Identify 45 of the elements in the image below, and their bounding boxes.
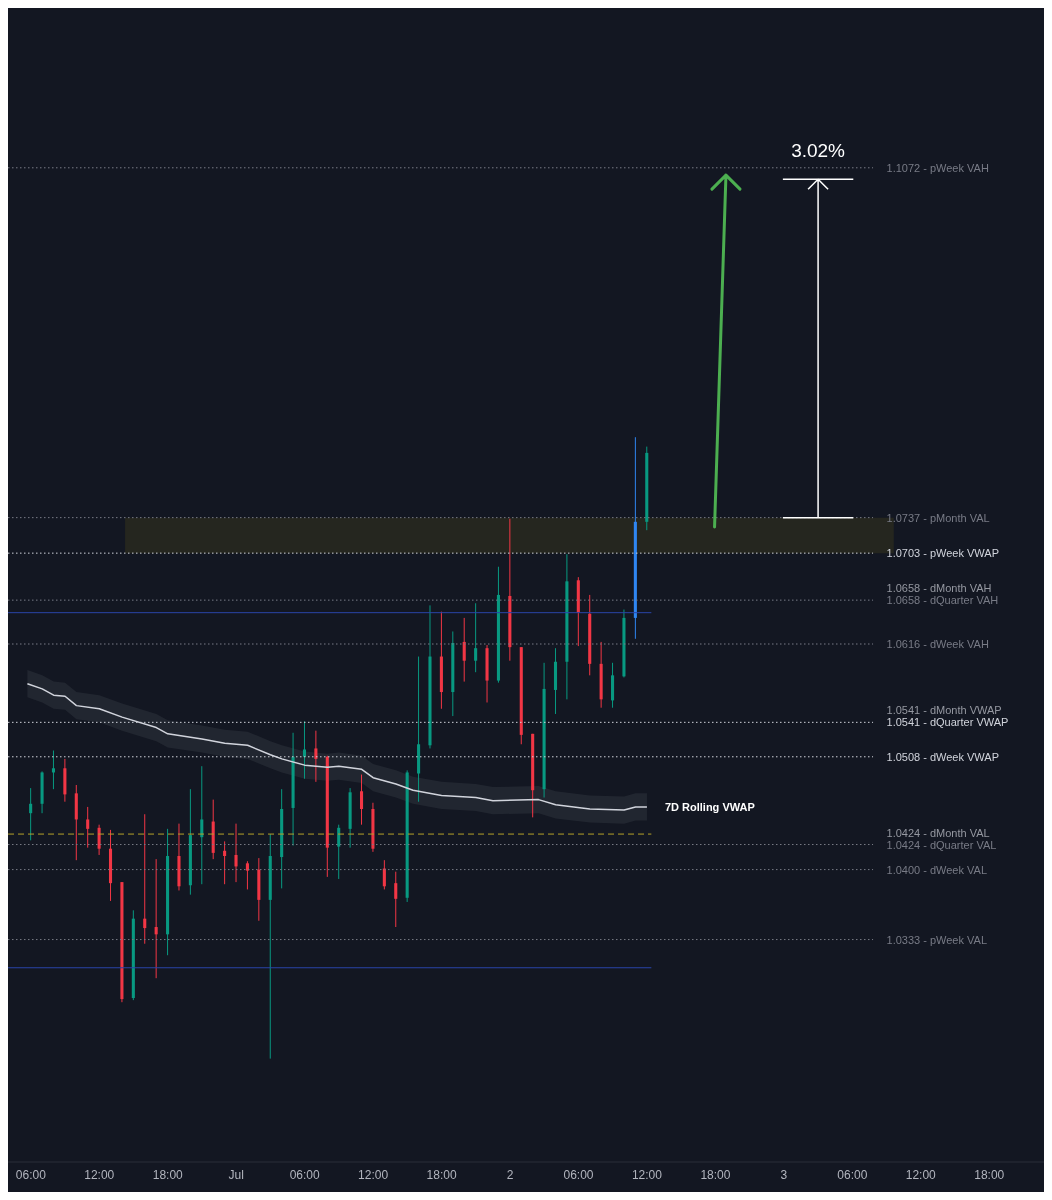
ref-line-label: 1.0508 - dWeek VWAP <box>886 750 1000 763</box>
candlestick <box>462 617 466 683</box>
ref-line-label: 1.1072 - pWeek VAH <box>886 161 989 174</box>
candlestick <box>245 860 249 890</box>
candlestick <box>51 750 56 790</box>
candlestick <box>86 806 90 849</box>
annotation: 1.0541 - dMonth VWAP <box>886 704 1002 717</box>
x-tick-label: Jul <box>228 1167 244 1182</box>
x-tick-label: 06:00 <box>837 1167 868 1182</box>
candlestick <box>234 823 238 883</box>
annotation: 3.02% <box>791 140 846 162</box>
annotation: 1.0658 - dMonth VAH <box>886 582 992 595</box>
candlestick <box>154 858 158 979</box>
ref-line-label: 1.0737 - pMonth VAL <box>886 511 990 524</box>
x-tick-label: 12:00 <box>358 1167 389 1182</box>
ref-line-label: 1.0658 - dQuarter VAH <box>886 594 999 607</box>
series-label: 7D Rolling VWAP <box>664 800 755 813</box>
candlestick <box>337 824 341 880</box>
ref-line-label: 1.0703 - pWeek VWAP <box>886 547 1000 560</box>
x-tick-label: 12:00 <box>84 1167 115 1182</box>
candlestick <box>302 720 307 780</box>
ref-line-label: 1.0541 - dQuarter VWAP <box>886 716 1009 729</box>
candlestick <box>394 871 398 928</box>
candlestick <box>359 774 364 826</box>
x-tick-label: 06:00 <box>15 1167 47 1182</box>
ref-line-label: 1.0400 - dWeek VAL <box>886 863 988 876</box>
ref-line-label: 1.0424 - dQuarter VAL <box>886 838 997 851</box>
x-tick-label: 18:00 <box>974 1167 1005 1182</box>
candlestick <box>223 840 227 885</box>
ref-line-label: 1.0616 - dWeek VAH <box>886 638 989 651</box>
candlestick <box>143 813 147 945</box>
x-tick-label: 12:00 <box>631 1167 663 1182</box>
ref-line-label: 1.0333 - pWeek VAL <box>886 933 988 946</box>
candlestick <box>314 730 318 783</box>
x-tick-label: 06:00 <box>289 1167 320 1182</box>
x-tick-label: 18:00 <box>700 1167 731 1182</box>
x-tick-label: 18:00 <box>426 1167 457 1182</box>
candlestick <box>29 787 33 841</box>
x-tick-label: 2 <box>506 1167 514 1182</box>
x-tick-label: 18:00 <box>152 1167 184 1182</box>
x-tick-label: 3 <box>780 1167 788 1182</box>
x-tick-label: 06:00 <box>563 1167 594 1182</box>
candlestick <box>474 602 478 673</box>
annotation: 1.0424 - dMonth VAL <box>886 826 990 839</box>
x-tick-label: 12:00 <box>905 1167 937 1182</box>
